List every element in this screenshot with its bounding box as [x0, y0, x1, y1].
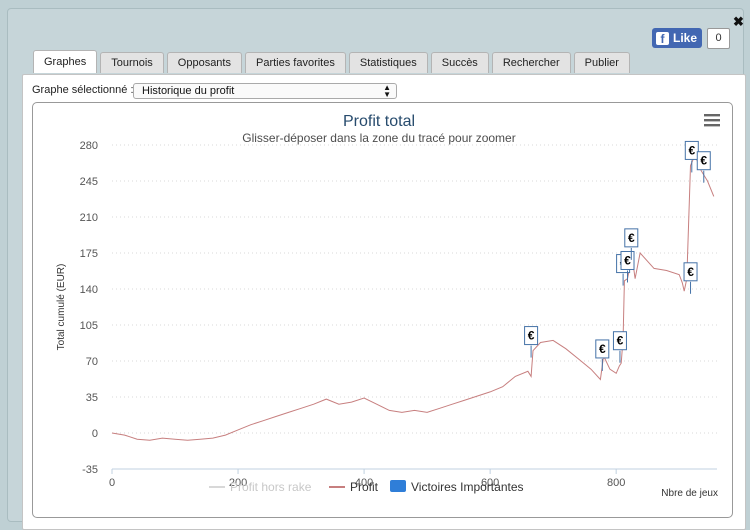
legend-label: Victoires Importantes [411, 480, 524, 494]
chart-grid [112, 144, 717, 434]
tab-graphes[interactable]: Graphes [33, 50, 98, 73]
y-tick-label: 70 [86, 356, 98, 368]
tab-tournois[interactable]: Tournois [100, 52, 164, 73]
x-tick-label: 400 [355, 477, 373, 489]
svg-text:€: € [687, 265, 694, 279]
legend-item-0[interactable]: Profit hors rake [209, 480, 312, 494]
tab-opposants[interactable]: Opposants [166, 52, 242, 73]
victoire-flag[interactable]: € [595, 339, 610, 371]
victoires-flags: €€€€€€€€€ [524, 140, 711, 371]
y-tick-label: 280 [80, 140, 98, 152]
x-axis-label: Nbre de jeux [661, 488, 718, 499]
facebook-logo-icon: f [656, 31, 669, 46]
y-axis-label: Total cumulé (EUR) [56, 264, 67, 351]
victoire-flag[interactable]: € [684, 140, 699, 173]
facebook-share-dialog: ✖ f Like 0 Graphes Tournois Opposants Pa… [7, 8, 746, 530]
x-tick-label: 600 [481, 477, 499, 489]
chart-container[interactable]: Profit total Glisser-déposer dans la zon… [32, 102, 733, 518]
profit-chart[interactable]: Profit total Glisser-déposer dans la zon… [33, 103, 732, 517]
tab-publier[interactable]: Publier [573, 52, 630, 73]
svg-text:€: € [617, 334, 624, 348]
facebook-like-button[interactable]: f Like [652, 28, 702, 48]
y-tick-label: 35 [86, 392, 98, 404]
x-tick-label: 0 [109, 477, 115, 489]
victoire-flag[interactable]: € [524, 326, 539, 358]
victoire-flag[interactable]: € [696, 151, 711, 183]
profit-series-line [111, 154, 715, 441]
y-tick-label: -35 [82, 464, 98, 476]
x-tick-label: 200 [229, 477, 247, 489]
chart-subtitle: Glisser-déposer dans la zone du tracé po… [242, 131, 515, 145]
chart-legend: Profit hors rake Profit Victoires Importan… [209, 480, 524, 494]
tab-rechercher[interactable]: Rechercher [491, 52, 571, 73]
tab-statistiques[interactable]: Statistiques [348, 52, 428, 73]
like-count: 0 [707, 28, 730, 49]
y-tick-label: 245 [80, 176, 98, 188]
graph-panel: Graphe sélectionné : Historique du profi… [22, 74, 746, 530]
victoire-flag[interactable]: € [683, 262, 698, 294]
chart-title: Profit total [343, 113, 415, 130]
svg-text:€: € [528, 329, 535, 343]
tab-bar: Graphes Tournois Opposants Parties favor… [33, 50, 633, 73]
legend-label: Profit hors rake [230, 480, 312, 494]
legend-item-2[interactable]: Victoires Importantes [390, 480, 524, 494]
x-tick-label: 800 [607, 477, 625, 489]
select-arrows-icon: ▲ ▼ [383, 83, 391, 99]
victoire-flag[interactable]: € [612, 331, 627, 363]
graph-select-value: Historique du profit [142, 85, 235, 97]
legend-item-1[interactable]: Profit [329, 480, 379, 494]
victoire-flag[interactable]: € [620, 250, 635, 283]
svg-text:€: € [628, 231, 635, 245]
y-axis-ticks: -35 0 35 70 105 140 175 210 245 280 [80, 140, 98, 476]
y-tick-label: 140 [80, 284, 98, 296]
legend-label: Profit [350, 480, 379, 494]
victoire-flag[interactable]: € [624, 228, 639, 260]
svg-text:€: € [700, 154, 707, 168]
y-tick-label: 175 [80, 248, 98, 260]
y-tick-label: 210 [80, 212, 98, 224]
legend-rect-symbol [390, 480, 406, 492]
y-tick-label: 0 [92, 428, 98, 440]
graph-select[interactable]: Historique du profit ▲ ▼ [133, 83, 397, 99]
y-tick-label: 105 [80, 320, 98, 332]
svg-text:€: € [599, 342, 606, 356]
like-label: Like [673, 31, 698, 45]
tab-succes[interactable]: Succès [430, 52, 489, 73]
x-axis-ticks: 0 200 400 600 800 [109, 469, 625, 489]
svg-text:€: € [688, 143, 695, 157]
menu-icon[interactable] [704, 114, 720, 127]
graph-select-label: Graphe sélectionné : [32, 84, 134, 96]
close-icon[interactable]: ✖ [733, 14, 744, 29]
tab-parties-favorites[interactable]: Parties favorites [244, 52, 346, 73]
svg-text:€: € [624, 253, 631, 267]
